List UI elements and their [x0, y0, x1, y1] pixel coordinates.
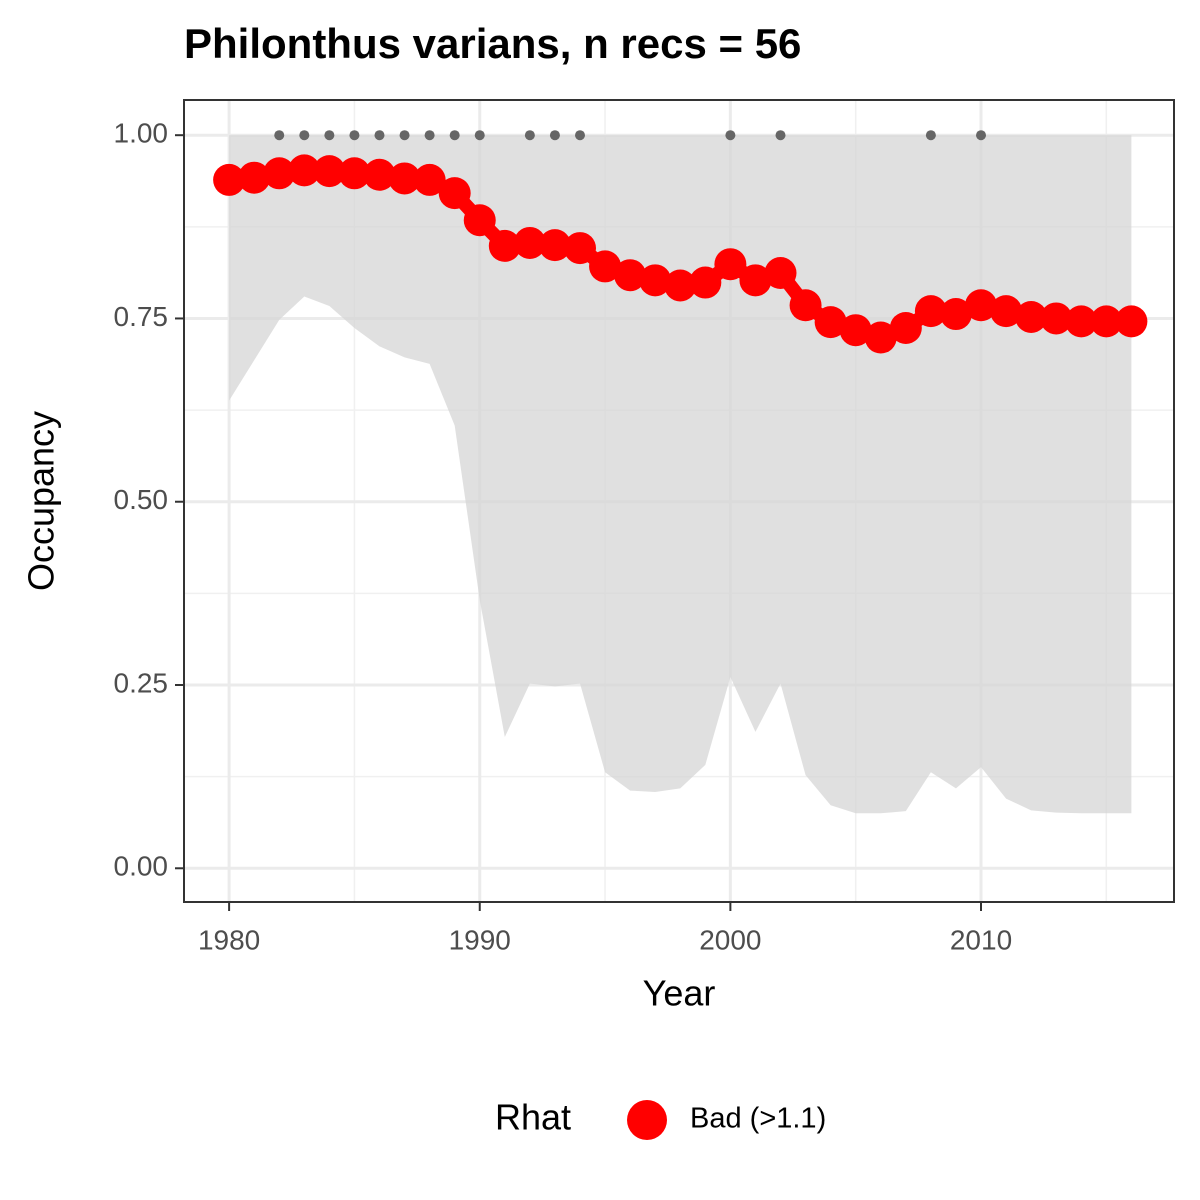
y-tick-label: 0.00	[114, 851, 169, 882]
credible-band	[229, 135, 1132, 814]
y-axis-title: Occupancy	[21, 411, 62, 591]
occupancy-point	[839, 314, 872, 347]
occupancy-point	[1015, 300, 1048, 333]
record-point	[524, 130, 535, 141]
x-tick-label: 2000	[699, 924, 761, 955]
occupancy-point	[639, 264, 672, 297]
occupancy-point	[965, 289, 998, 322]
y-tick-label: 1.00	[114, 118, 169, 149]
occupancy-point	[714, 248, 747, 281]
x-tick-label: 2010	[950, 924, 1012, 955]
legend-title: Rhat	[495, 1097, 571, 1138]
record-point	[549, 130, 560, 141]
record-point	[274, 130, 285, 141]
occupancy-point	[363, 158, 396, 191]
record-point	[424, 130, 435, 141]
record-point	[399, 130, 410, 141]
occupancy-point	[864, 321, 897, 354]
record-point	[374, 130, 385, 141]
chart-title: Philonthus varians, n recs = 56	[184, 20, 801, 67]
occupancy-point	[889, 311, 922, 344]
occupancy-point	[1115, 305, 1148, 338]
occupancy-point	[488, 229, 521, 262]
y-tick-label: 0.50	[114, 484, 169, 515]
occupancy-point	[388, 162, 421, 195]
record-point	[925, 130, 936, 141]
occupancy-point	[614, 259, 647, 292]
legend-key	[627, 1100, 667, 1140]
occupancy-point	[238, 161, 271, 194]
record-point	[299, 130, 310, 141]
x-axis-title: Year	[643, 973, 716, 1014]
occupancy-point	[1090, 305, 1123, 338]
occupancy-point	[513, 226, 546, 259]
occupancy-point	[914, 295, 947, 328]
record-point	[324, 130, 335, 141]
occupancy-point	[789, 289, 822, 322]
occupancy-point	[313, 155, 346, 188]
occupancy-point	[1065, 305, 1098, 338]
occupancy-point	[589, 250, 622, 283]
occupancy-point	[739, 264, 772, 297]
occupancy-point	[689, 266, 722, 299]
record-point	[449, 130, 460, 141]
occupancy-point	[288, 154, 321, 187]
occupancy-point	[538, 229, 571, 262]
occupancy-point	[413, 163, 446, 196]
record-point	[775, 130, 786, 141]
occupancy-point	[939, 298, 972, 331]
occupancy-point	[263, 157, 296, 190]
record-point	[349, 130, 360, 141]
occupancy-point	[990, 295, 1023, 328]
legend-label: Bad (>1.1)	[690, 1103, 826, 1135]
y-tick-label: 0.75	[114, 301, 169, 332]
occupancy-point	[564, 232, 596, 265]
occupancy-point	[664, 269, 697, 302]
occupancy-point	[814, 306, 847, 339]
x-tick-label: 1990	[449, 924, 511, 955]
y-tick-label: 0.25	[114, 667, 169, 698]
occupancy-point	[338, 157, 371, 190]
occupancy-point	[764, 257, 797, 290]
occupancy-point	[1040, 302, 1073, 335]
x-tick-label: 1980	[198, 924, 260, 955]
occupancy-point	[463, 204, 496, 237]
record-point	[725, 130, 736, 141]
record-point	[575, 130, 585, 141]
record-point	[976, 130, 987, 141]
occupancy-point	[213, 163, 246, 196]
occupancy-point	[438, 177, 471, 210]
record-point	[474, 130, 485, 141]
